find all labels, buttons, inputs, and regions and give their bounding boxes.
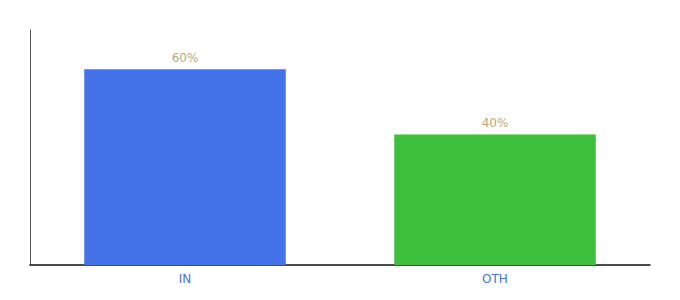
svg-text:IN: IN bbox=[179, 272, 192, 286]
svg-text:OTH: OTH bbox=[482, 272, 508, 286]
svg-text:40%: 40% bbox=[482, 116, 509, 130]
svg-text:60%: 60% bbox=[172, 51, 199, 65]
